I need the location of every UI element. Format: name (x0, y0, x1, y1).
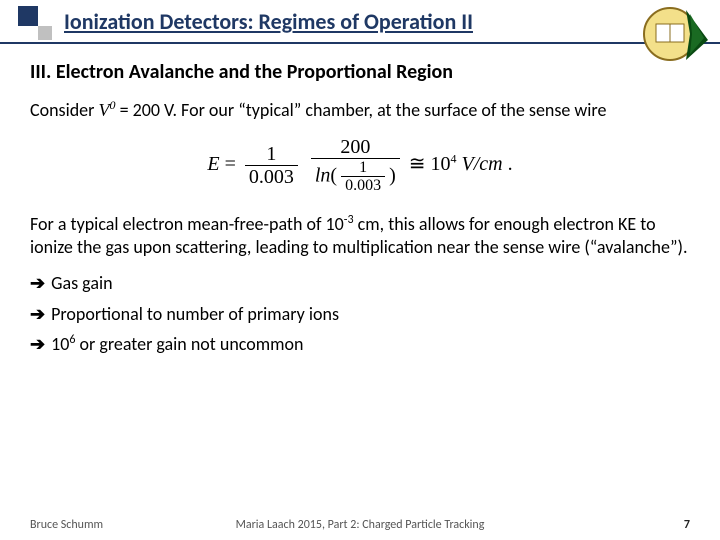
section-heading: III. Electron Avalanche and the Proporti… (30, 60, 690, 84)
eq-frac1-num: 1 (245, 143, 298, 166)
b3-exp: 6 (69, 333, 75, 347)
p2-exp: -3 (344, 213, 354, 227)
eq-ln-num: 1 (341, 159, 385, 178)
equation: E = 1 0.003 200 ln(10.003) ≅ 104 V/cm . (207, 136, 512, 195)
footer-center: Maria Laach 2015, Part 2: Charged Partic… (30, 518, 690, 532)
header-square-light (38, 26, 52, 40)
arrow-icon: ➔ (30, 334, 45, 354)
header-square-dark (18, 6, 38, 26)
p2-pre: For a typical electron mean-free-path of (30, 213, 326, 235)
header: Ionization Detectors: Regimes of Operati… (0, 0, 720, 46)
body-content: III. Electron Avalanche and the Proporti… (30, 60, 690, 362)
bullet-list: ➔ Gas gain ➔ Proportional to number of pri… (30, 271, 690, 356)
equation-block: E = 1 0.003 200 ln(10.003) ≅ 104 V/cm . (30, 136, 690, 195)
bullet-2-text: Proportional to (51, 303, 166, 325)
eq-ln-den: 0.003 (341, 177, 385, 195)
slide-title: Ionization Detectors: Regimes of Operati… (64, 8, 473, 35)
intro-paragraph: Consider V0 = 200 V. For our “typical” c… (30, 98, 690, 122)
v0-symbol: V0 (98, 100, 115, 120)
arrow-icon: ➔ (30, 304, 45, 324)
eq-frac1-den: 0.003 (245, 166, 298, 188)
intro-pre: Consider (30, 99, 98, 121)
bullet-2: ➔ Proportional to number of primary ions (30, 302, 690, 326)
bullet-3: ➔106 or greater gain not uncommon (30, 332, 690, 356)
bullet-1: ➔ Gas gain (30, 271, 690, 295)
explain-paragraph: For a typical electron mean-free-path of… (30, 213, 690, 260)
intro-mid: = 200 V. For our “typical” chamber, at t… (120, 99, 607, 121)
footer-page: 7 (684, 518, 690, 532)
header-underline (0, 42, 720, 44)
bullet-1-text: Gas gain (51, 272, 112, 294)
arrow-icon: ➔ (30, 273, 45, 293)
bullet-3-text: or greater gain not uncommon (80, 333, 304, 355)
eq-exp: 4 (451, 151, 457, 165)
logo-badge (642, 2, 708, 66)
bullet-2-extra: number of primary ions (166, 303, 339, 325)
eq-frac2-num: 200 (311, 136, 400, 159)
slide-root: Ionization Detectors: Regimes of Operati… (0, 0, 720, 540)
